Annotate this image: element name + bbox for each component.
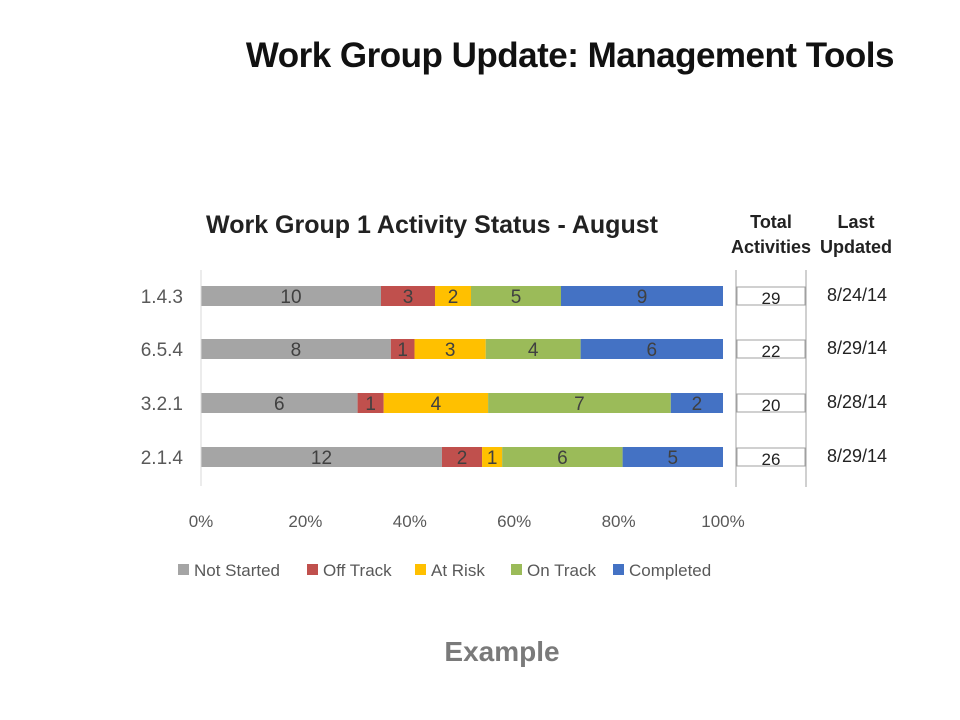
bar-3.2.1-on-track (488, 393, 671, 413)
data-label: 12 (311, 448, 332, 469)
bar-3.2.1-at-risk (383, 393, 489, 413)
last-updated-header: Last (837, 212, 874, 232)
category-label: 2.1.4 (141, 448, 184, 469)
bar-6.5.4-not-started (201, 339, 391, 359)
total-cell (736, 339, 806, 359)
last-updated-value: 8/29/14 (827, 446, 887, 466)
data-label: 5 (511, 287, 522, 308)
bar-2.1.4-not-started (201, 447, 442, 467)
data-label: 3 (403, 287, 414, 308)
data-label: 6 (647, 340, 658, 361)
bar-2.1.4-completed (622, 447, 723, 467)
data-label: 6 (557, 448, 568, 469)
data-label: 4 (528, 340, 539, 361)
category-label: 3.2.1 (141, 394, 183, 415)
data-label: 1 (397, 340, 408, 361)
last-updated-value: 8/29/14 (827, 338, 887, 358)
data-label: 1 (487, 448, 498, 469)
bar-1.4.3-completed (561, 286, 723, 306)
slide-title: Work Group Update: Management Tools (245, 36, 895, 75)
data-label: 6 (274, 394, 285, 415)
data-label: 8 (291, 340, 302, 361)
category-label: 1.4.3 (141, 287, 183, 308)
last-updated-value: 8/24/14 (827, 285, 887, 305)
chart-title: Work Group 1 Activity Status - August (206, 211, 659, 239)
data-label: 9 (637, 287, 648, 308)
data-label: 3 (445, 340, 456, 361)
bar-3.2.1-not-started (201, 393, 358, 413)
bar-1.4.3-at-risk (435, 286, 471, 306)
data-label: 2 (457, 448, 468, 469)
total-activities-value: 22 (762, 342, 781, 361)
data-label: 2 (692, 394, 703, 415)
total-cell (736, 393, 806, 413)
last-updated-header: Updated (820, 237, 892, 257)
last-updated-value: 8/28/14 (827, 392, 887, 412)
total-activities-header: Activities (731, 237, 811, 257)
data-label: 1 (365, 394, 376, 415)
bar-2.1.4-off-track (441, 447, 483, 467)
total-activities-value: 20 (762, 396, 781, 415)
legend-label: Completed (629, 561, 711, 580)
bar-6.5.4-completed (580, 339, 723, 359)
bar-2.1.4-at-risk (482, 447, 503, 467)
legend-swatch (307, 564, 318, 575)
data-label: 5 (668, 448, 679, 469)
legend-label: At Risk (431, 561, 485, 580)
bar-6.5.4-at-risk (414, 339, 486, 359)
x-tick-label: 40% (393, 512, 427, 531)
legend-swatch (613, 564, 624, 575)
x-tick-label: 80% (602, 512, 636, 531)
x-tick-label: 0% (189, 512, 214, 531)
footer-caption: Example (444, 636, 560, 667)
x-tick-label: 100% (701, 512, 744, 531)
legend-swatch (511, 564, 522, 575)
bar-2.1.4-on-track (502, 447, 623, 467)
data-label: 4 (431, 394, 442, 415)
total-activities-value: 26 (762, 450, 781, 469)
x-tick-label: 20% (288, 512, 322, 531)
bar-3.2.1-off-track (357, 393, 384, 413)
legend-swatch (178, 564, 189, 575)
category-label: 6.5.4 (141, 340, 184, 361)
bar-3.2.1-completed (670, 393, 723, 413)
data-label: 2 (448, 287, 459, 308)
data-label: 10 (280, 287, 301, 308)
bar-1.4.3-on-track (471, 286, 561, 306)
total-cell (736, 286, 806, 306)
legend-swatch (415, 564, 426, 575)
bar-6.5.4-off-track (390, 339, 415, 359)
bar-1.4.3-not-started (201, 286, 381, 306)
total-activities-header: Total (750, 212, 792, 232)
total-activities-value: 29 (762, 289, 781, 308)
legend-label: Not Started (194, 561, 280, 580)
bar-1.4.3-off-track (381, 286, 435, 306)
x-tick-label: 60% (497, 512, 531, 531)
legend-label: Off Track (323, 561, 392, 580)
legend-label: On Track (527, 561, 596, 580)
total-cell (736, 447, 806, 467)
data-label: 7 (574, 394, 585, 415)
bar-6.5.4-on-track (485, 339, 581, 359)
